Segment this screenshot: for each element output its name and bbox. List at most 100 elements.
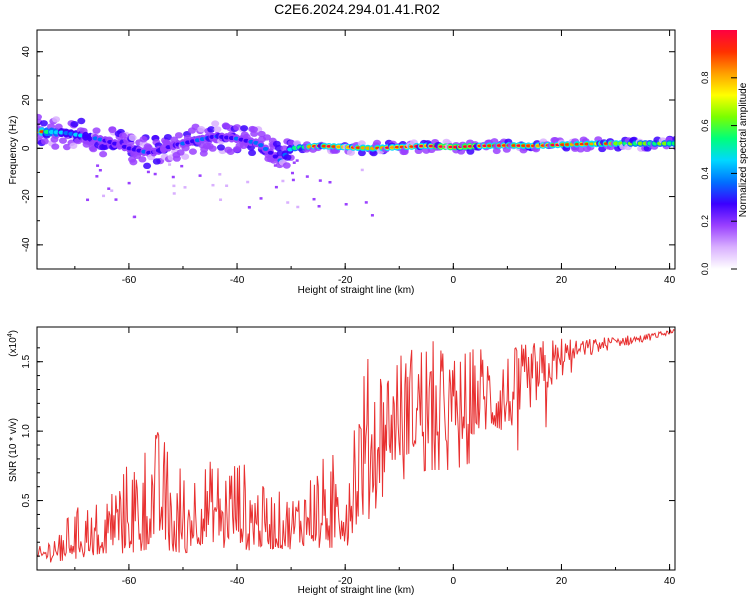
spectrogram-cell-peak [336, 145, 342, 149]
spectrogram-cell-peak [467, 145, 473, 148]
snr-series-line [37, 328, 675, 563]
spectrogram-cell-halo [283, 154, 292, 161]
snr-x-tick-label: -60 [122, 576, 137, 587]
snr-plot-area [37, 328, 675, 563]
spectrogram-cell-peak [419, 144, 424, 148]
spectrogram-x-tick-label: -40 [230, 275, 245, 286]
spectrogram-cell-halo [357, 149, 366, 157]
spectrogram-cell-halo [152, 158, 161, 165]
spectrogram-cell-peak [355, 146, 361, 149]
spectrogram-speck [259, 197, 263, 200]
spectrogram-frame [36, 29, 676, 270]
spectrogram-cell-core [253, 140, 259, 145]
spectrogram-x-label: Height of straight line (km) [298, 285, 415, 296]
spectrogram-speck [110, 189, 114, 192]
spectrogram-speck [360, 168, 364, 172]
spectrogram-speck [290, 171, 294, 175]
spectrogram-cell-halo [226, 148, 235, 155]
spectrogram-cell-halo [138, 156, 147, 163]
spectrogram-cell-halo [188, 148, 197, 155]
spectrogram-speck [273, 164, 277, 167]
spectrogram-speck [218, 173, 222, 176]
spectrogram-cell-peak [516, 144, 522, 147]
colorbar: 0.0 0.2 0.4 0.6 0.8 Normalized spectral ampl… [700, 30, 749, 275]
spectrogram-cell-halo [89, 145, 98, 153]
colorbar-label: Normalized spectral amplitude [738, 82, 749, 217]
spectrogram-cell-halo [519, 147, 528, 154]
spectrogram-cell-halo [346, 149, 355, 156]
snr-frame [36, 326, 676, 571]
spectrogram-cell-peak [462, 145, 468, 148]
spectrogram-speck [168, 163, 172, 166]
spectrogram-cell-halo [70, 120, 79, 128]
spectrogram-cell-halo [69, 142, 78, 149]
spectrogram-cell-peak [389, 146, 395, 149]
snr-x-tick-label: 20 [556, 576, 568, 587]
spectrogram-speck [281, 179, 285, 183]
spectrogram-speck [344, 203, 348, 206]
spectrogram-cell-peak [331, 145, 337, 148]
spectrogram-speck [318, 179, 322, 182]
spectrogram-y-tick-label: 20 [21, 94, 32, 106]
spectrogram-cell-halo [40, 138, 49, 145]
spectrogram-cell-halo [37, 113, 42, 121]
spectrogram-speck [295, 159, 299, 162]
spectrogram-cell-halo [39, 120, 48, 127]
spectrogram-speck [146, 170, 150, 174]
spectrogram-cell-peak [584, 142, 590, 146]
spectrogram-cell-halo [99, 143, 108, 151]
spectrogram-plot-area [37, 113, 675, 219]
spectrogram-cell-halo [52, 116, 61, 123]
spectrogram-speck [292, 161, 296, 164]
spectrogram-speck [246, 180, 250, 184]
spectrogram-cell-halo [249, 126, 258, 133]
spectrogram-cell-halo [143, 143, 152, 150]
spectrogram-speck [171, 175, 175, 179]
spectrogram-cell-core [272, 154, 279, 159]
spectrogram-cell-halo [143, 162, 152, 170]
spectrogram-speck [107, 187, 111, 190]
spectrogram-cell-halo [58, 137, 67, 144]
spectrogram-cell-core [262, 146, 269, 151]
spectrogram-cell-halo [128, 134, 137, 141]
spectrogram-speck [247, 206, 251, 209]
spectrogram-cell-halo [466, 148, 475, 155]
spectrogram-cell-peak [326, 145, 332, 148]
spectrogram-speck [328, 180, 332, 184]
spectrogram-cell-peak [560, 143, 565, 146]
spectrogram-x-tick-label: -60 [122, 275, 137, 286]
spectrogram-speck [364, 201, 368, 204]
spectrogram-cell-peak [521, 144, 527, 147]
colorbar-scale [711, 30, 737, 269]
spectrogram-speck [219, 198, 223, 201]
spectrogram-speck [211, 183, 215, 187]
snr-x-ticks: -60 -40 -20 0 20 40 [74, 327, 676, 587]
spectrogram-cell-core [267, 150, 274, 155]
spectrogram-cell-peak [409, 145, 415, 148]
spectrogram-cell-halo [216, 144, 225, 151]
spectrogram-speck [370, 214, 374, 217]
spectrogram-cell-peak [365, 146, 371, 150]
spectrogram-speck [86, 198, 90, 202]
spectrogram-y-tick-label: 0 [21, 145, 32, 151]
spectrogram-cell-peak [360, 146, 366, 150]
spectrogram-speck [305, 175, 309, 178]
spectrogram-cell-halo [262, 134, 271, 141]
spectrogram-speck [96, 164, 100, 167]
spectrogram-cell-core [661, 141, 668, 146]
colorbar-tick-label: 0.0 [700, 263, 710, 276]
spectrogram-cell-halo [207, 126, 216, 133]
spectrogram-cell-halo [492, 147, 501, 155]
spectrogram-cell-halo [176, 149, 185, 156]
spectrogram-speck [286, 201, 290, 204]
spectrogram-cell-halo [51, 143, 60, 150]
spectrogram-cell-peak [574, 142, 580, 146]
spectrogram-cell-halo [282, 162, 291, 169]
spectrogram-cell-peak [511, 144, 517, 147]
snr-panel: -60 -40 -20 0 20 40 0.5 1.0 1.5 Height of strai… [7, 326, 676, 596]
snr-y-tick-label: 0.5 [21, 493, 32, 507]
spectrogram-cell-halo [50, 136, 59, 143]
spectrogram-cell-halo [62, 143, 71, 151]
spectrogram-cell-halo [197, 126, 206, 133]
